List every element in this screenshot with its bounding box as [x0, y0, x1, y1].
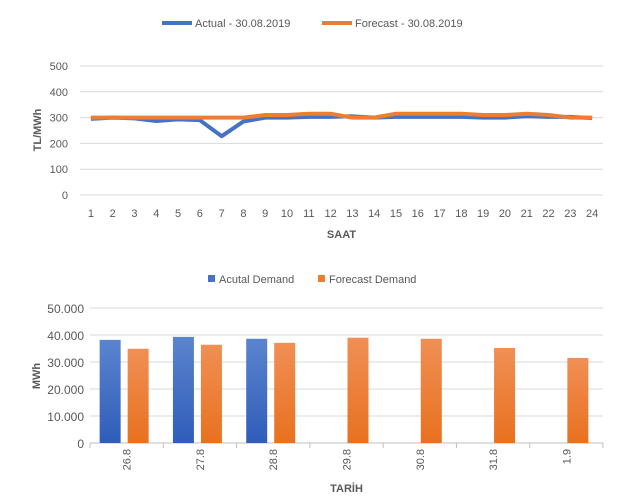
x-tick-label: 6: [197, 208, 203, 220]
x-tick-label: 10: [281, 208, 293, 220]
y-tick-label: 50.000: [47, 302, 84, 316]
x-tick-label: 3: [131, 208, 137, 220]
legend-label: Forecast - 30.08.2019: [355, 18, 463, 30]
x-tick-label: 13: [346, 208, 358, 220]
bar-forecast: [200, 344, 222, 443]
x-tick-label: 15: [390, 208, 402, 220]
y-tick-label: 200: [50, 138, 68, 150]
bar-actual: [172, 336, 194, 443]
y-tick-label: 400: [50, 87, 68, 99]
legend-swatch: [318, 275, 325, 282]
x-tick-label: 26.8: [122, 449, 134, 470]
x-tick-label: 7: [219, 208, 225, 220]
y-tick-label: 0: [77, 437, 84, 451]
legend-label: Forecast Demand: [329, 274, 416, 286]
y-axis-title: TL/MWh: [32, 108, 44, 151]
x-axis-title: SAAT: [327, 229, 356, 241]
x-tick-label: 14: [368, 208, 380, 220]
x-tick-label: 5: [175, 208, 181, 220]
legend-label: Acutal Demand: [219, 274, 294, 286]
y-tick-label: 40.000: [47, 329, 84, 343]
bar-forecast: [494, 347, 516, 443]
x-tick-label: 31.8: [488, 449, 500, 470]
x-tick-label: 23: [564, 208, 576, 220]
x-tick-label: 8: [240, 208, 246, 220]
bar-forecast: [127, 348, 149, 443]
x-tick-label: 2: [110, 208, 116, 220]
x-tick-label: 29.8: [342, 449, 354, 470]
x-tick-label: 1: [88, 208, 94, 220]
y-axis-title: MWh: [31, 363, 43, 390]
x-tick-label: 24: [586, 208, 598, 220]
x-tick-label: 18: [455, 208, 467, 220]
y-tick-label: 500: [50, 61, 68, 73]
bar-forecast: [567, 357, 589, 443]
legend-swatch: [208, 275, 215, 282]
bar-actual: [246, 338, 268, 443]
series-line-forecast: [90, 111, 593, 120]
x-tick-label: 20: [499, 208, 511, 220]
x-tick-label: 1.9: [561, 449, 573, 464]
y-tick-label: 10.000: [47, 410, 84, 424]
bar-forecast: [420, 338, 442, 443]
x-tick-label: 17: [433, 208, 445, 220]
x-tick-label: 19: [477, 208, 489, 220]
x-tick-label: 12: [324, 208, 336, 220]
y-tick-label: 300: [50, 113, 68, 125]
y-tick-label: 30.000: [47, 356, 84, 370]
x-axis-title: TARİH: [330, 482, 363, 495]
bar-forecast: [347, 337, 369, 443]
x-tick-label: 22: [542, 208, 554, 220]
x-tick-label: 9: [262, 208, 268, 220]
x-tick-label: 16: [412, 208, 424, 220]
x-tick-label: 11: [303, 208, 314, 220]
y-tick-label: 20.000: [47, 383, 84, 397]
bar-forecast: [274, 342, 296, 443]
x-tick-label: 28.8: [268, 449, 280, 470]
y-tick-label: 100: [50, 164, 68, 176]
y-tick-label: 0: [62, 190, 68, 202]
bar-actual: [99, 339, 121, 443]
x-tick-label: 21: [521, 208, 533, 220]
legend-label: Actual - 30.08.2019: [195, 18, 290, 30]
x-tick-label: 27.8: [195, 449, 207, 470]
x-tick-label: 4: [153, 208, 159, 220]
x-tick-label: 30.8: [415, 449, 427, 470]
